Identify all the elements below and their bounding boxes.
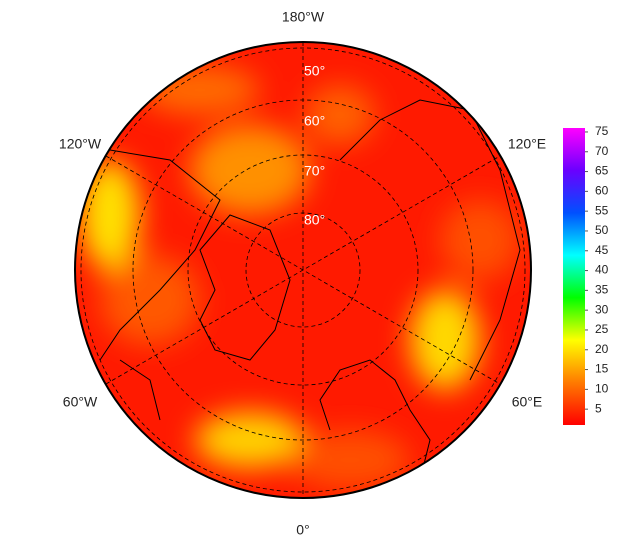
lat-label: 60° (304, 113, 325, 129)
colorbar-tick-label: 40 (595, 263, 609, 277)
colorbar-tick-label: 5 (595, 401, 602, 415)
colorbar-tick-label: 50 (595, 223, 609, 237)
lon-label: 60°E (512, 394, 543, 410)
lat-label: 80° (304, 212, 325, 228)
colorbar-tick-label: 25 (595, 322, 609, 336)
lon-label: 120°W (59, 136, 102, 152)
colorbar-tick-label: 65 (595, 164, 609, 178)
lon-label: 180°W (282, 9, 325, 25)
colorbar-tick-label: 55 (595, 203, 609, 217)
lon-label: 60°W (63, 394, 98, 410)
lon-label: 0° (296, 522, 309, 538)
colorbar (563, 128, 585, 425)
colorbar-tick-label: 60 (595, 184, 609, 198)
colorbar-tick-label: 15 (595, 362, 609, 376)
lat-label: 50° (304, 63, 325, 79)
field (75, 42, 531, 498)
colorbar-tick-label: 75 (595, 124, 609, 138)
colorbar-tick-label: 45 (595, 243, 609, 257)
colorbar-tick-label: 10 (595, 382, 609, 396)
colorbar-tick-label: 70 (595, 144, 609, 158)
map-frame (74, 41, 532, 499)
colorbar-tick-label: 20 (595, 342, 609, 356)
colorbar-tick-label: 30 (595, 302, 609, 316)
lat-label: 70° (304, 163, 325, 179)
colorbar-tick-label: 35 (595, 283, 609, 297)
lon-label: 120°E (508, 136, 546, 152)
